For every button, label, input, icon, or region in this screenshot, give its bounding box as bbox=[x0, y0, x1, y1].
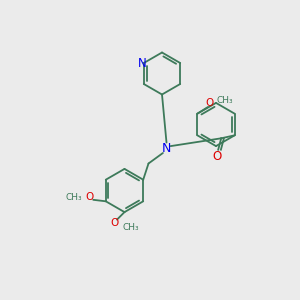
Text: N: N bbox=[138, 56, 147, 70]
Text: O: O bbox=[85, 192, 94, 203]
Text: CH₃: CH₃ bbox=[122, 224, 139, 232]
Text: O: O bbox=[213, 150, 222, 163]
Text: O: O bbox=[205, 98, 213, 109]
Text: CH₃: CH₃ bbox=[216, 96, 233, 105]
Text: CH₃: CH₃ bbox=[65, 193, 82, 202]
Text: N: N bbox=[162, 142, 171, 155]
Text: O: O bbox=[111, 218, 119, 228]
